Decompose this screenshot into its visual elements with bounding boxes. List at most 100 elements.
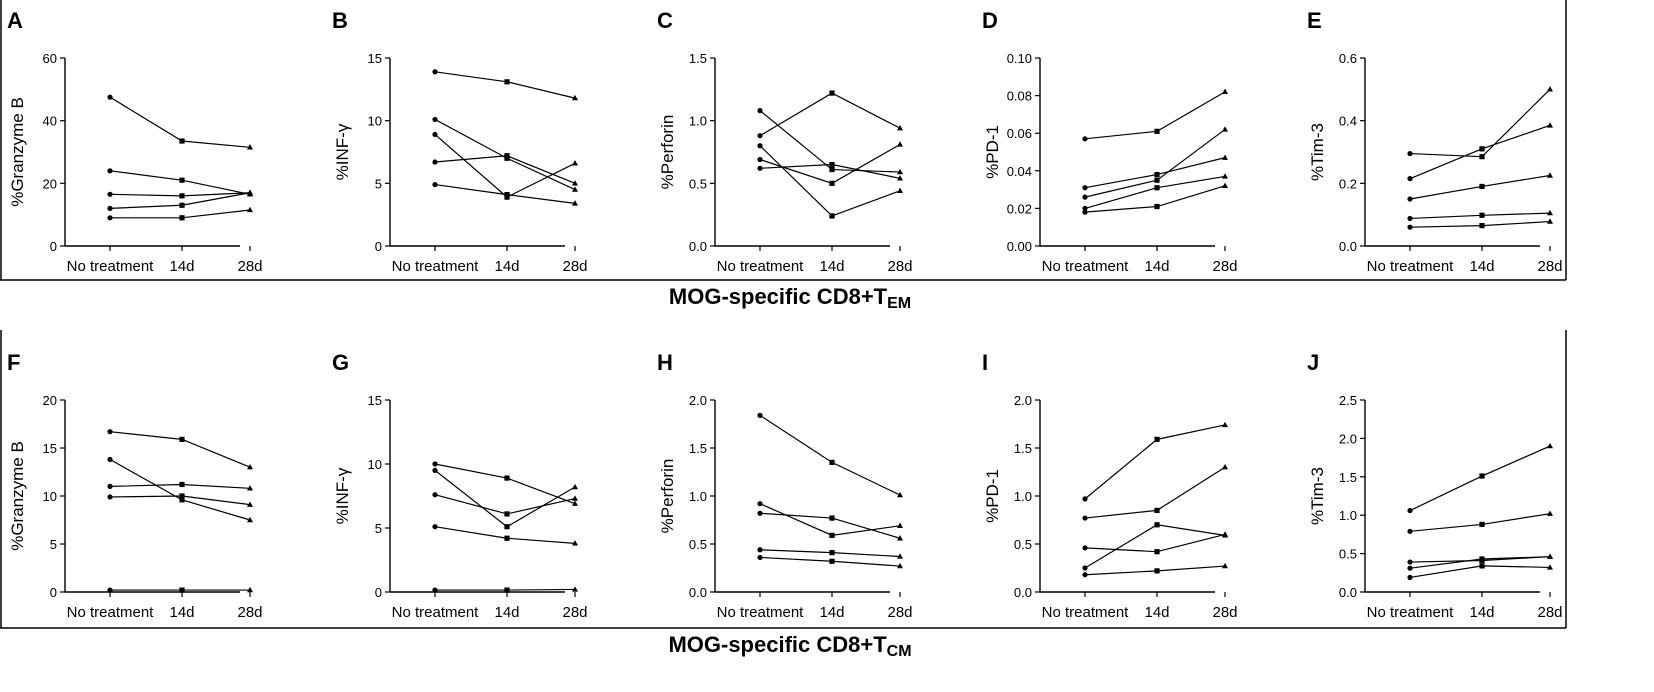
data-point-circle: [1082, 515, 1088, 521]
data-point-circle: [432, 587, 438, 593]
data-point-square: [1154, 568, 1160, 574]
y-tick-label: 0.0: [1339, 239, 1357, 254]
data-point-triangle: [897, 124, 903, 131]
data-point-triangle: [1547, 553, 1553, 559]
data-point-circle: [1082, 545, 1088, 551]
data-point-circle: [757, 133, 763, 139]
series-line: [434, 463, 576, 505]
data-point-circle: [757, 510, 763, 516]
y-tick-label: 10: [368, 114, 382, 129]
panel-label: E: [1307, 8, 1322, 33]
x-tick-label: No treatment: [717, 604, 805, 621]
data-point-circle: [1407, 215, 1413, 222]
data-point-circle: [757, 165, 763, 171]
x-tick-label: 14d: [819, 604, 844, 621]
data-point-square: [504, 153, 510, 159]
data-point-triangle: [1222, 464, 1228, 470]
data-point-square: [1479, 563, 1485, 569]
data-point-triangle: [572, 186, 578, 192]
y-tick-label: 1.0: [1014, 489, 1032, 504]
y-tick-label: 20: [43, 176, 57, 191]
panel-b: B 0 5 10 15 %INF-γ No treatment 14d 28d: [332, 8, 588, 275]
y-tick-label: 0.5: [689, 537, 707, 552]
data-point-square: [1154, 128, 1160, 134]
x-tick-label: 28d: [237, 258, 262, 275]
y-tick-label: 0.4: [1339, 114, 1357, 129]
x-tick-label: No treatment: [1367, 604, 1455, 621]
data-point-square: [1479, 154, 1485, 160]
data-point-triangle: [1222, 126, 1228, 132]
data-point-square: [1154, 436, 1160, 442]
x-tick-label: 14d: [819, 258, 844, 275]
data-point-square: [829, 90, 835, 96]
y-tick-label: 10: [43, 489, 57, 504]
x-tick-label: 28d: [1212, 258, 1237, 275]
x-tick-label: 14d: [1144, 258, 1169, 275]
data-point-square: [179, 493, 185, 499]
data-point-triangle: [247, 206, 253, 213]
row-title-cm-sub: CM: [886, 643, 912, 660]
panel-f: F 0 5 10 15 20 %Granzyme B No treatment 14d 28d: [7, 350, 263, 621]
data-point-triangle: [572, 200, 578, 206]
series-line: [759, 92, 901, 137]
data-point-circle: [432, 159, 438, 165]
data-point-square: [829, 213, 835, 219]
y-tick-label: 15: [368, 393, 382, 408]
y-tick-label: 15: [43, 441, 57, 456]
y-tick-label: 0.08: [1007, 89, 1032, 104]
y-tick-label: 1.5: [689, 51, 707, 66]
y-tick-label: 2.5: [1339, 393, 1357, 408]
data-point-circle: [107, 483, 113, 489]
series-line: [109, 458, 251, 521]
x-tick-label: 14d: [169, 604, 194, 621]
data-point-triangle: [1222, 562, 1228, 569]
data-point-triangle: [247, 464, 253, 470]
data-point-triangle: [572, 500, 578, 506]
y-tick-label: 0.06: [1007, 126, 1032, 141]
data-point-square: [829, 558, 835, 564]
x-tick-label: No treatment: [67, 258, 155, 275]
data-point-circle: [757, 108, 763, 114]
data-point-square: [504, 535, 510, 541]
x-tick-label: 28d: [1537, 604, 1562, 621]
data-point-triangle: [897, 491, 903, 498]
y-axis-title: %Perforin: [658, 459, 677, 534]
y-tick-label: 2.0: [1014, 393, 1032, 408]
data-point-circle: [432, 467, 438, 473]
y-tick-label: 0.5: [689, 176, 707, 191]
series-line: [434, 71, 576, 99]
y-tick-label: 1.5: [1339, 470, 1357, 485]
data-point-circle: [107, 587, 113, 593]
x-tick-label: 28d: [237, 604, 262, 621]
data-point-triangle: [1547, 564, 1553, 570]
data-point-triangle: [572, 483, 578, 490]
data-point-triangle: [897, 187, 903, 194]
data-point-circle: [107, 191, 113, 197]
data-point-triangle: [247, 485, 253, 491]
data-point-circle: [107, 494, 113, 500]
data-point-square: [1154, 549, 1160, 555]
x-tick-label: 14d: [1469, 604, 1494, 621]
data-point-square: [504, 587, 510, 593]
y-tick-label: 5: [50, 537, 57, 552]
data-point-triangle: [1222, 182, 1228, 189]
series-line: [1084, 524, 1226, 569]
data-point-circle: [432, 69, 438, 75]
data-point-triangle: [247, 144, 253, 150]
data-point-triangle: [572, 495, 578, 501]
data-point-square: [1479, 146, 1485, 152]
data-point-circle: [1407, 176, 1413, 182]
panel-g: G 0 5 10 15 %INF-γ No treatment 14d 28d: [332, 350, 588, 621]
data-point-circle: [1407, 150, 1413, 157]
panel-i: I 0.0 0.5 1.0 1.5 2.0 %PD-1 No treatment 14d 28d: [982, 350, 1238, 621]
row-title-em-main: MOG-specific CD8+T: [668, 284, 888, 309]
data-point-triangle: [247, 501, 253, 507]
x-tick-label: 28d: [887, 604, 912, 621]
y-tick-label: 5: [375, 521, 382, 536]
y-tick-label: 10: [368, 457, 382, 472]
data-point-circle: [1407, 528, 1413, 534]
series-line: [1409, 124, 1551, 180]
y-tick-label: 0: [50, 239, 57, 254]
data-point-circle: [1407, 507, 1413, 514]
x-tick-label: 28d: [562, 258, 587, 275]
